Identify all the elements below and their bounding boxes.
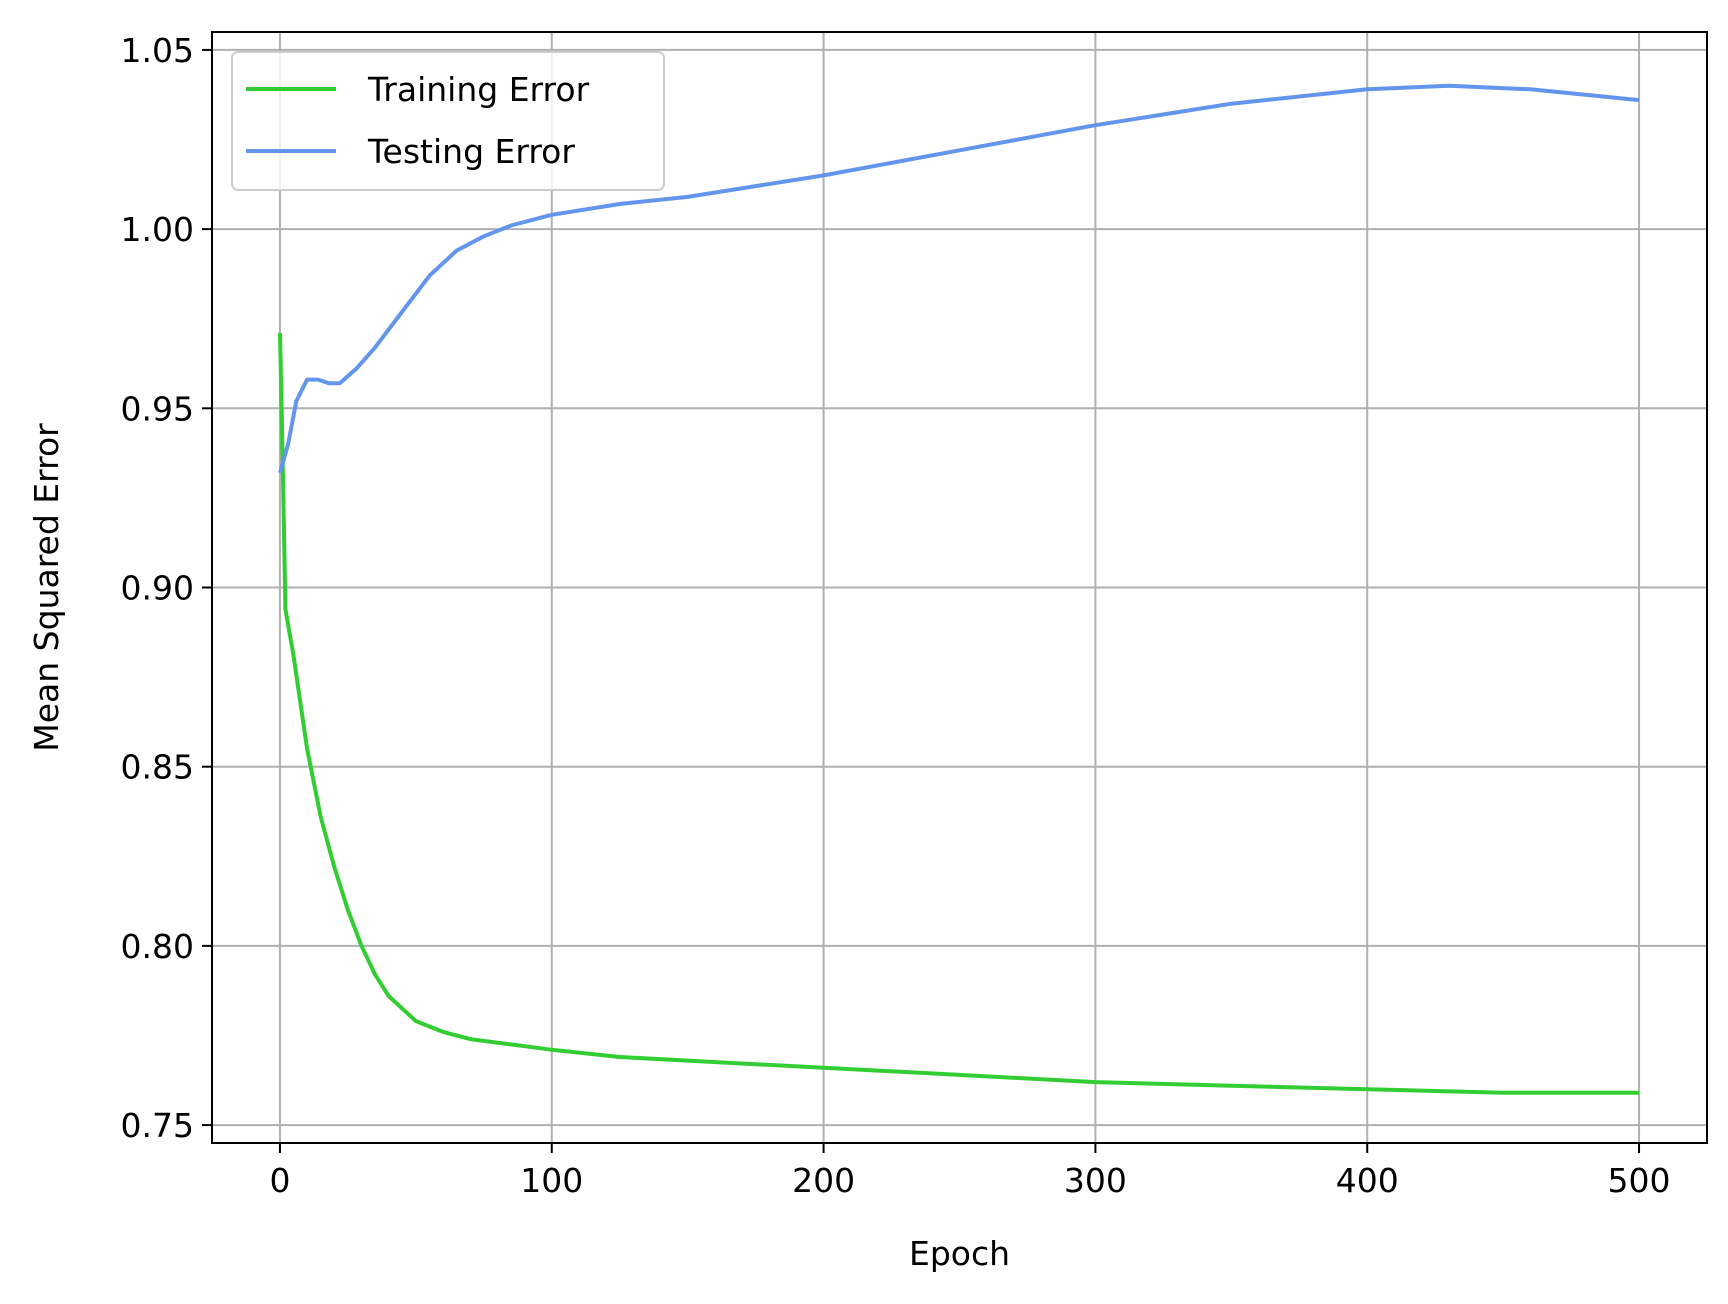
y-tick-label: 0.90 bbox=[121, 569, 194, 608]
legend-box bbox=[231, 51, 665, 191]
series-layer bbox=[278, 83, 1640, 1095]
legend-label-training-error: Training Error bbox=[367, 70, 590, 109]
x-tick-label: 400 bbox=[1336, 1161, 1399, 1200]
y-tick-label: 1.05 bbox=[121, 31, 194, 70]
y-axis-label: Mean Squared Error bbox=[27, 423, 66, 752]
series-line-testing-error bbox=[278, 83, 1640, 474]
y-tick-label: 0.75 bbox=[121, 1106, 194, 1145]
y-tick-label: 0.85 bbox=[121, 748, 194, 787]
y-tick-label: 0.80 bbox=[121, 927, 194, 966]
x-tick-label: 100 bbox=[520, 1161, 583, 1200]
x-tick-label: 300 bbox=[1064, 1161, 1127, 1200]
legend-label-testing-error: Testing Error bbox=[367, 132, 575, 171]
ticks: 0 100 200 300 400 500 0.75 0.80 0.85 0.90 0.95 1.00… bbox=[121, 31, 1671, 1200]
x-axis-label: Epoch bbox=[909, 1234, 1010, 1273]
grid bbox=[212, 32, 1707, 1143]
x-tick-label: 0 bbox=[269, 1161, 290, 1200]
legend: Training Error Testing Error bbox=[231, 51, 665, 191]
y-tick-label: 0.95 bbox=[121, 389, 194, 428]
x-tick-label: 200 bbox=[792, 1161, 855, 1200]
series-line-training-error bbox=[278, 332, 1639, 1095]
y-tick-label: 1.00 bbox=[121, 210, 194, 249]
x-tick-label: 500 bbox=[1608, 1161, 1671, 1200]
